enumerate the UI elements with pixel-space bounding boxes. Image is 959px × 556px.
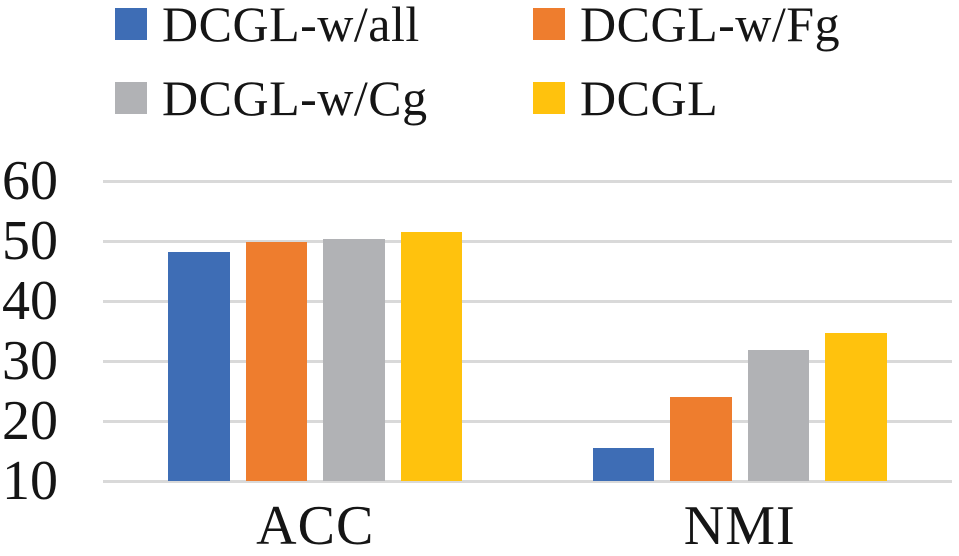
gridline-40 bbox=[103, 299, 952, 303]
bar-dcgl-nmi bbox=[825, 332, 887, 481]
legend-item-dcgl-w-fg: DCGL-w/Fg bbox=[533, 0, 841, 52]
gridline-50 bbox=[103, 239, 952, 243]
gridline-10 bbox=[103, 479, 952, 483]
legend-swatch-gray-icon bbox=[115, 82, 147, 114]
bar-dcgl-acc bbox=[400, 232, 463, 481]
bar-dcgl-w-cg-acc bbox=[323, 238, 385, 481]
y-tick-label-60: 60 bbox=[2, 150, 58, 212]
gridline-60 bbox=[103, 179, 952, 183]
legend-swatch-blue-icon bbox=[115, 8, 147, 40]
bar-dcgl-w-fg-nmi bbox=[670, 397, 732, 481]
legend-item-dcgl: DCGL bbox=[533, 70, 719, 126]
x-category-label-nmi: NMI bbox=[683, 495, 796, 556]
gridline-30 bbox=[103, 359, 952, 363]
legend-swatch-yellow-icon bbox=[533, 82, 565, 114]
bar-dcgl-w-all-acc bbox=[168, 252, 230, 481]
chart-legend: DCGL-w/all DCGL-w/Fg DCGL-w/Cg DCGL bbox=[0, 0, 959, 140]
legend-item-dcgl-w-cg: DCGL-w/Cg bbox=[115, 70, 428, 126]
y-tick-label-40: 40 bbox=[2, 270, 58, 332]
legend-label-dcgl-w-cg: DCGL-w/Cg bbox=[162, 70, 428, 126]
legend-swatch-orange-icon bbox=[533, 8, 565, 40]
legend-item-dcgl-w-all: DCGL-w/all bbox=[115, 0, 420, 52]
legend-label-dcgl-w-fg: DCGL-w/Fg bbox=[580, 0, 841, 52]
bar-dcgl-w-cg-nmi bbox=[747, 349, 810, 481]
bar-dcgl-w-all-nmi bbox=[592, 448, 655, 481]
y-tick-label-10: 10 bbox=[2, 450, 58, 512]
x-category-label-acc: ACC bbox=[256, 495, 375, 556]
legend-label-dcgl: DCGL bbox=[580, 70, 719, 126]
y-tick-label-50: 50 bbox=[2, 210, 58, 272]
legend-label-dcgl-w-all: DCGL-w/all bbox=[162, 0, 420, 52]
gridline-20 bbox=[103, 419, 952, 423]
y-tick-label-20: 20 bbox=[2, 390, 58, 452]
bar-dcgl-w-fg-acc bbox=[245, 242, 308, 481]
y-tick-label-30: 30 bbox=[2, 330, 58, 392]
